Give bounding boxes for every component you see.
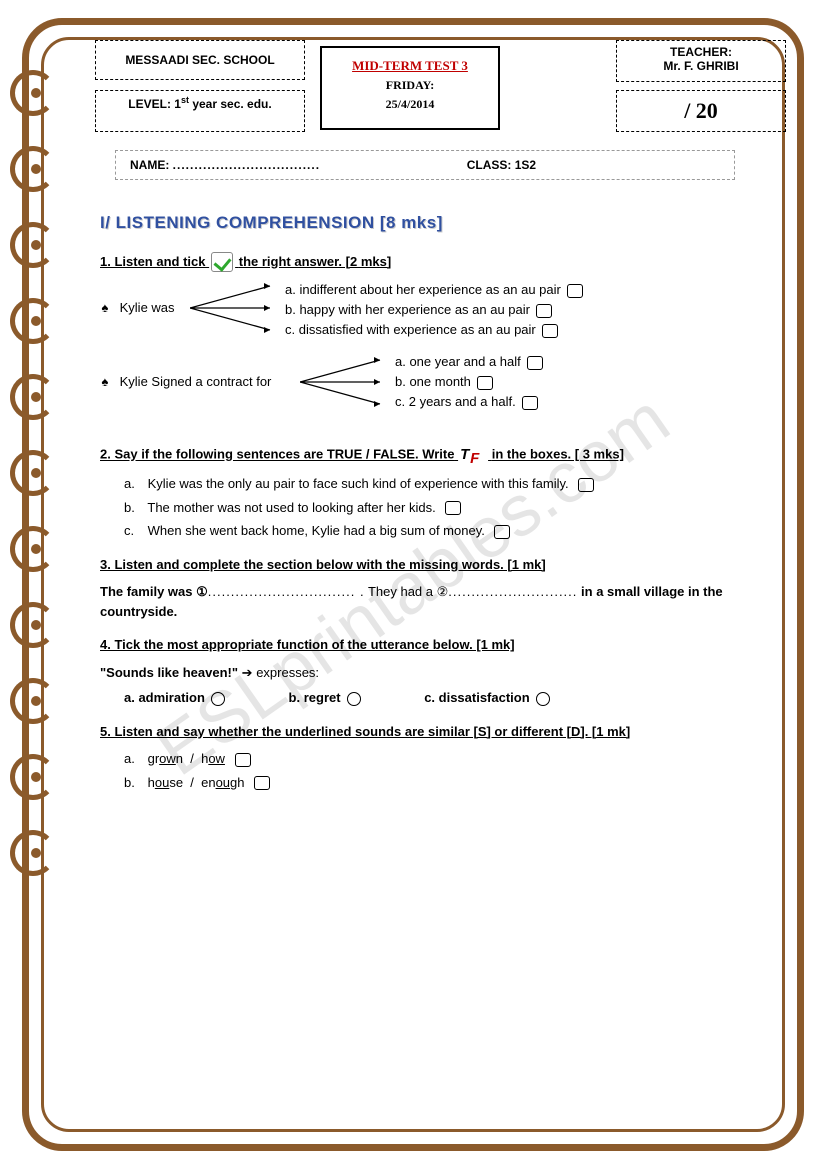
checkbox[interactable]	[522, 396, 538, 410]
q5-list: a. grown / how b. house / enough	[100, 749, 776, 792]
q1-title: 1. Listen and tick the right answer. [2 …	[100, 252, 776, 273]
test-date: 25/4/2014	[332, 97, 488, 112]
q1-i2-opt-c: c. 2 years and a half.	[395, 392, 538, 412]
q1-i2-opt-a: a. one year and a half	[395, 352, 543, 372]
q2-title-before: 2. Say if the following sentences are TR…	[100, 447, 454, 462]
q1-i1-opt-c: c. dissatisfied with experience as an au…	[285, 320, 558, 340]
q4-opt-c: c. dissatisfaction	[424, 688, 549, 708]
q2-list: a. Kylie was the only au pair to face su…	[100, 474, 776, 541]
checkbox[interactable]	[536, 304, 552, 318]
q1-item2-lead: ♠ Kylie Signed a contract for	[100, 372, 271, 392]
bullet-icon: ♠	[100, 372, 110, 392]
q4-opt-b: b. regret	[289, 688, 361, 708]
level-label: LEVEL:	[128, 97, 171, 111]
q1-item1-lead: ♠ Kylie was	[100, 298, 175, 318]
q1-block: ♠ Kylie was a. indifferent about her exp…	[100, 280, 776, 430]
q2-item-b: b. The mother was not used to looking af…	[124, 498, 776, 518]
radio[interactable]	[211, 692, 225, 706]
q2-item-a: a. Kylie was the only au pair to face su…	[124, 474, 776, 494]
q5-item: b. house / enough	[124, 773, 776, 793]
q4-options: a. admiration b. regret c. dissatisfacti…	[124, 688, 776, 708]
q1-title-after: the right answer. [2 mks]	[239, 254, 391, 269]
checkbox[interactable]	[527, 356, 543, 370]
q2-title: 2. Say if the following sentences are TR…	[100, 444, 776, 466]
q4-expresses: expresses:	[256, 665, 319, 680]
q3-title: 3. Listen and complete the section below…	[100, 555, 776, 575]
q1-i2-opt-b: b. one month	[395, 372, 493, 392]
score-value: / 20	[684, 98, 718, 123]
q3-text: The family was ①........................…	[100, 582, 776, 621]
title-box: MID-TERM TEST 3 FRIDAY: 25/4/2014	[320, 46, 500, 130]
level-box: LEVEL: 1st year sec. edu.	[95, 90, 305, 132]
checkbox[interactable]	[254, 776, 270, 790]
q4-utterance: "Sounds like heaven!"	[100, 665, 238, 680]
arrow-split-icon	[300, 354, 390, 410]
name-class-box: NAME: ..................................…	[115, 150, 735, 180]
q2-item-c: c. When she went back home, Kylie had a …	[124, 521, 776, 541]
checkbox[interactable]	[235, 753, 251, 767]
level-value: 1st year sec. edu.	[174, 97, 271, 111]
q1-title-before: 1. Listen and tick	[100, 254, 205, 269]
teacher-box: TEACHER: Mr. F. GHRIBI	[616, 40, 786, 82]
test-day: FRIDAY:	[332, 78, 488, 93]
checkbox[interactable]	[477, 376, 493, 390]
score-box: / 20	[616, 90, 786, 132]
q4-utterance-line: "Sounds like heaven!" ➔ expresses:	[100, 663, 776, 683]
class-label: CLASS:	[467, 158, 512, 172]
q5-title: 5. Listen and say whether the underlined…	[100, 722, 776, 742]
teacher-label: TEACHER:	[627, 45, 775, 59]
test-title: MID-TERM TEST 3	[332, 58, 488, 74]
checkbox[interactable]	[578, 478, 594, 492]
bullet-icon: ♠	[100, 298, 110, 318]
name-label: NAME:	[130, 158, 169, 172]
name-dots: ..................................	[173, 158, 320, 172]
checkbox[interactable]	[567, 284, 583, 298]
checkbox[interactable]	[445, 501, 461, 515]
checkbox[interactable]	[542, 324, 558, 338]
q1-i1-opt-a: a. indifferent about her experience as a…	[285, 280, 583, 300]
arrow-split-icon	[190, 280, 280, 336]
arrow-right-icon: ➔	[242, 665, 253, 680]
class-value: 1S2	[515, 158, 536, 172]
checkbox[interactable]	[494, 525, 510, 539]
tick-icon	[211, 252, 233, 272]
true-false-icon: TF	[460, 444, 486, 466]
q5-item: a. grown / how	[124, 749, 776, 769]
q4-opt-a: a. admiration	[124, 688, 225, 708]
q1-i1-opt-b: b. happy with her experience as an au pa…	[285, 300, 552, 320]
content-area: I/ LISTENING COMPREHENSION [8 mks] 1. Li…	[100, 210, 776, 796]
q2-title-after: in the boxes. [ 3 mks]	[492, 447, 624, 462]
radio[interactable]	[536, 692, 550, 706]
spiral-binding	[10, 70, 65, 970]
radio[interactable]	[347, 692, 361, 706]
school-box: MESSAADI SEC. SCHOOL	[95, 40, 305, 80]
section-listening-title: I/ LISTENING COMPREHENSION [8 mks]	[100, 210, 776, 236]
q4-title: 4. Tick the most appropriate function of…	[100, 635, 776, 655]
teacher-name: Mr. F. GHRIBI	[627, 59, 775, 73]
